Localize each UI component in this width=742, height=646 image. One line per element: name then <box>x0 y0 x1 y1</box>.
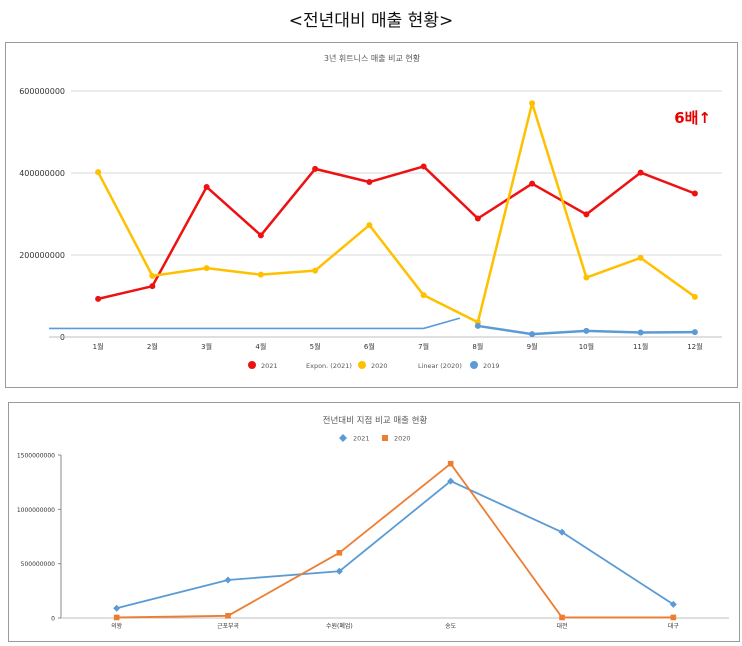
x-tick-label: 2월 <box>147 342 158 351</box>
branch-sales-chart: 전년대비 지점 비교 매출 현황 0 500000000 1000000000 1500… <box>17 415 729 630</box>
legend-label: Linear (2020) <box>418 362 462 370</box>
legend-label: 2019 <box>483 362 500 370</box>
x-tick-label: 3월 <box>201 342 212 351</box>
data-point-2021 <box>558 528 566 536</box>
data-point-2021 <box>95 295 102 302</box>
x-tick-label: 근포부곡 <box>217 623 240 630</box>
data-point-2021 <box>257 232 264 239</box>
x-tick-label: 대구 <box>668 622 680 630</box>
data-point-2021 <box>669 600 677 608</box>
y-tick-label: 200000000 <box>19 251 65 260</box>
x-tick-label: 9월 <box>527 342 538 351</box>
x-tick-label: 12월 <box>687 342 702 351</box>
data-point-2019 <box>583 327 590 334</box>
data-point-2020 <box>670 614 677 621</box>
series-line-2021 <box>116 480 674 610</box>
data-point-2020 <box>420 292 427 299</box>
series-line-2020 <box>97 102 696 324</box>
data-point-2020 <box>336 550 343 556</box>
data-point-2019 <box>691 329 698 336</box>
x-tick-label: 의왕 <box>111 622 123 630</box>
legend-marker <box>470 361 478 369</box>
legend-label: Expon. (2021) <box>306 362 352 370</box>
y-tick-label: 0 <box>51 616 55 623</box>
data-point-2021 <box>529 180 536 187</box>
data-point-2021 <box>583 211 590 218</box>
y-tick-label: 1500000000 <box>17 453 55 460</box>
data-point-2021 <box>447 477 455 485</box>
x-tick-label: 수원(폐업) <box>326 622 353 630</box>
y-tick-label: 500000000 <box>21 561 56 568</box>
x-tick-label: 8월 <box>472 342 483 351</box>
data-point-2019 <box>529 331 536 338</box>
data-point-2020 <box>366 222 373 229</box>
x-tick-label: 5월 <box>310 342 321 351</box>
legend-marker <box>358 361 366 369</box>
data-point-2020 <box>225 613 231 619</box>
branch-sales-chart-panel: 전년대비 지점 비교 매출 현황 0 500000000 1000000000 1500… <box>8 402 740 642</box>
sales-3year-chart: 3년 휘트니스 매출 비교 현황020000000040000000060000… <box>19 53 722 370</box>
legend-marker <box>339 434 347 442</box>
legend-label: 2021 <box>261 362 278 370</box>
trendline <box>49 317 461 330</box>
sales-3year-chart-panel: 3년 휘트니스 매출 비교 현황020000000040000000060000… <box>5 42 738 388</box>
annotation-label: 6배↑ <box>674 109 711 127</box>
data-point-2020 <box>203 265 210 272</box>
data-point-2020 <box>583 274 590 281</box>
y-tick-label: 1000000000 <box>17 507 55 514</box>
x-tick-label: 11월 <box>633 342 648 351</box>
data-point-2021 <box>224 576 232 584</box>
legend-label: 2021 <box>353 435 370 443</box>
chart-title: 3년 휘트니스 매출 비교 현황 <box>324 53 421 63</box>
data-point-2020 <box>529 100 536 107</box>
data-point-2021 <box>366 179 373 186</box>
page-title: <전년대비 매출 현황> <box>288 11 454 31</box>
data-point-2020 <box>113 614 120 621</box>
series-line-2021 <box>97 165 696 301</box>
data-point-2021 <box>335 567 343 575</box>
data-point-2020 <box>559 614 565 621</box>
data-point-2021 <box>691 190 698 197</box>
data-point-2021 <box>637 169 644 176</box>
data-point-2020 <box>149 272 156 279</box>
x-tick-label: 송도 <box>445 622 457 630</box>
x-tick-label: 4월 <box>255 342 266 351</box>
x-tick-label: 1월 <box>93 342 104 351</box>
x-tick-label: 6월 <box>364 342 375 351</box>
data-point-2019 <box>474 322 481 329</box>
legend-marker <box>248 361 256 369</box>
data-point-2021 <box>113 604 121 612</box>
data-point-2020 <box>637 254 644 261</box>
data-point-2021 <box>420 163 427 170</box>
data-point-2020 <box>257 271 264 278</box>
y-tick-label: 400000000 <box>19 169 65 178</box>
x-tick-label: 7월 <box>418 342 429 351</box>
data-point-2020 <box>312 267 319 274</box>
data-point-2020 <box>691 293 698 300</box>
legend-marker <box>382 435 388 441</box>
legend-label: 2020 <box>394 435 411 443</box>
x-tick-label: 10월 <box>579 342 594 351</box>
series-line-2020 <box>116 462 674 619</box>
data-point-2021 <box>203 183 210 190</box>
data-point-2020 <box>95 169 102 176</box>
chart-title: 전년대비 지점 비교 매출 현황 <box>323 415 428 426</box>
data-point-2021 <box>149 283 156 290</box>
data-point-2021 <box>312 165 319 172</box>
data-point-2020 <box>447 460 454 467</box>
legend-label: 2020 <box>371 362 388 370</box>
data-point-2021 <box>474 215 481 222</box>
y-tick-label: 600000000 <box>19 87 65 96</box>
data-point-2019 <box>637 329 644 336</box>
x-tick-label: 대전 <box>556 622 567 630</box>
